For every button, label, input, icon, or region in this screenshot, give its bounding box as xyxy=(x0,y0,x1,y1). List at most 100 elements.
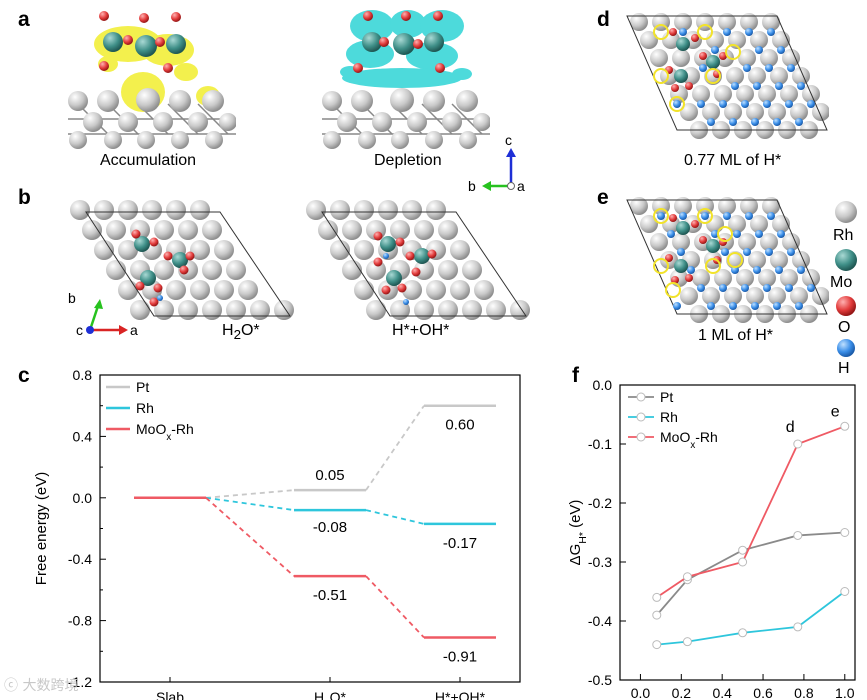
chart-f-point xyxy=(652,592,662,602)
chart-c-legend-label: Pt xyxy=(136,379,149,395)
chart-f-ytick-label: -0.3 xyxy=(588,554,612,570)
chart-c-legend-label: MoOx-Rh xyxy=(136,421,194,443)
chart-f-legend-label: MoOx-Rh xyxy=(660,429,718,451)
chart-c-connector xyxy=(205,497,295,577)
delta-g-chart: 0.0 -0.1 -0.2 -0.3 -0.4 -0.5 0.0 0.2 0.4 0.6 0.8 1.… xyxy=(567,377,856,700)
chart-c-data-label: 0.05 xyxy=(315,467,344,484)
watermark: ⓒ 大数跨境 xyxy=(4,675,78,695)
legend-label-o: O xyxy=(838,319,851,336)
chart-f-ytick-label: -0.1 xyxy=(588,436,612,452)
top-view-h2o xyxy=(70,200,294,320)
legend-h-atom xyxy=(837,339,855,357)
axes-triad-a xyxy=(482,148,516,191)
chart-c-xtick-label: Slab xyxy=(156,689,184,700)
caption-h2o: H2O* xyxy=(222,322,260,343)
chart-c-ytick-label: 0.4 xyxy=(73,428,93,444)
chart-f-point xyxy=(840,421,850,431)
panel-letter-a: a xyxy=(18,8,30,31)
chart-f-legend-label: Pt xyxy=(660,389,673,405)
chart-c-ytick-label: -1.2 xyxy=(68,674,92,690)
top-view-077ml xyxy=(626,13,829,139)
watermark-text: 大数跨境 xyxy=(22,678,79,694)
axis-a-b-label: b xyxy=(468,178,476,194)
axis-a-a-label: a xyxy=(517,178,525,194)
chart-f-legend-marker xyxy=(636,392,646,402)
chart-f-point xyxy=(738,628,748,638)
chart-f-ytick-label: -0.2 xyxy=(588,495,612,511)
axis-b-b-label: b xyxy=(68,290,76,306)
chart-c-legend-label: Rh xyxy=(136,400,154,416)
chart-c-ylabel: Free energy (eV) xyxy=(33,472,50,585)
chart-f-point xyxy=(652,610,662,620)
panel-letter-e: e xyxy=(597,186,609,209)
legend-mo-atom xyxy=(835,249,857,271)
caption-077ml: 0.77 ML of H* xyxy=(684,152,782,169)
chart-f-ytick-label: -0.5 xyxy=(588,672,612,688)
chart-f-legend-marker xyxy=(636,432,646,442)
axis-b-a-label: a xyxy=(130,322,138,338)
chart-f-point xyxy=(738,557,748,567)
chart-f-annotation-e: e xyxy=(831,403,840,420)
chart-f-point xyxy=(682,637,692,647)
chart-f-xtick-label: 0.8 xyxy=(794,685,814,700)
chart-f-frame xyxy=(619,384,856,681)
top-view-h-oh xyxy=(306,200,530,320)
chart-c-connector xyxy=(365,405,425,491)
top-view-1ml xyxy=(626,197,829,323)
legend-rh-atom xyxy=(835,201,857,223)
caption-1ml: 1 ML of H* xyxy=(698,327,773,344)
chart-c-xtick-label: H2O* xyxy=(314,689,346,700)
chart-f-xtick-label: 0.4 xyxy=(712,685,732,700)
chart-f-legend-marker xyxy=(636,412,646,422)
legend-label-mo: Mo xyxy=(830,274,853,291)
chart-c-data-label: -0.51 xyxy=(313,587,347,604)
caption-accumulation: Accumulation xyxy=(100,152,197,169)
chart-f-line-rh xyxy=(656,590,846,646)
chart-c-ytick-label: -0.4 xyxy=(68,551,92,567)
depletion-view xyxy=(322,10,490,149)
chart-f-point xyxy=(682,572,692,582)
legend-o-atom xyxy=(836,296,856,316)
chart-f-xtick-label: 0.2 xyxy=(672,685,692,700)
chart-f-point xyxy=(840,528,850,537)
caption-h-oh: H*+OH* xyxy=(392,322,450,339)
chart-f-xtick-label: 0.0 xyxy=(631,685,651,700)
panel-letter-c: c xyxy=(18,364,30,387)
panel-letter-f: f xyxy=(572,364,579,387)
axis-b-c-label: c xyxy=(76,322,83,338)
chart-f-legend-label: Rh xyxy=(660,409,678,425)
chart-c-connector xyxy=(205,496,295,511)
chart-c-data-label: 0.60 xyxy=(445,417,474,434)
chart-f-ytick-label: -0.4 xyxy=(588,613,612,629)
chart-f-xtick-label: 1.0 xyxy=(835,685,855,700)
chart-c-xtick-label: H*+OH* xyxy=(435,689,486,700)
chart-c-data-label: -0.17 xyxy=(443,535,477,552)
chart-c-ytick-label: 0.8 xyxy=(73,367,93,383)
chart-f-xtick-label: 0.6 xyxy=(753,685,773,700)
caption-depletion: Depletion xyxy=(374,152,442,169)
chart-c-connector xyxy=(365,575,425,639)
chart-c-data-label: -0.91 xyxy=(443,648,477,665)
panel-letter-d: d xyxy=(597,8,610,31)
legend-label-h: H xyxy=(838,360,850,377)
chart-c-ytick-label: 0.0 xyxy=(73,490,93,506)
chart-c-ytick-label: -0.8 xyxy=(68,613,92,629)
chart-f-point xyxy=(793,530,803,540)
chart-f-point xyxy=(840,587,850,596)
chart-c-data-label: -0.08 xyxy=(313,519,347,536)
chart-f-point xyxy=(738,545,748,555)
chart-f-ytick-label: 0.0 xyxy=(593,377,613,393)
chart-c-connector xyxy=(365,509,425,525)
chart-f-point xyxy=(793,439,803,449)
chart-f-point xyxy=(652,640,662,650)
element-legend xyxy=(835,201,857,357)
legend-label-rh: Rh xyxy=(833,227,854,244)
chart-f-point xyxy=(793,622,803,632)
free-energy-chart: 0.8 0.4 0.0 -0.4 -0.8 -1.2 Free energy (eV) Sla… xyxy=(33,367,521,700)
accumulation-view xyxy=(68,11,236,149)
watermark-logo-icon: ⓒ xyxy=(4,678,18,694)
axes-triad-b xyxy=(86,299,128,335)
chart-f-line-mooxrh xyxy=(656,425,846,599)
panel-letter-b: b xyxy=(18,186,31,209)
chart-f-ylabel: ΔGH* (eV) xyxy=(567,500,589,566)
